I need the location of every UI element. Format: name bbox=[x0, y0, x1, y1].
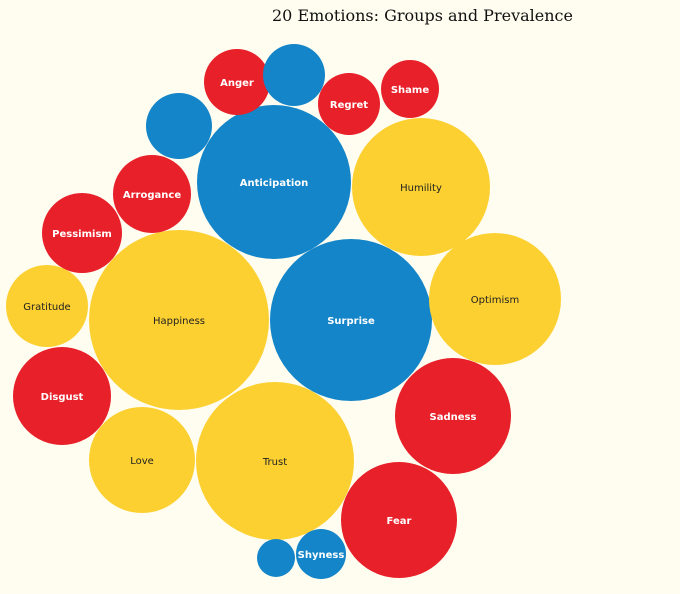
bubble-label-sadness: Sadness bbox=[430, 412, 477, 423]
bubble-label-disgust: Disgust bbox=[41, 392, 84, 403]
bubble-trust[interactable]: Trust bbox=[196, 382, 354, 540]
bubble-circle-unlabeled-16[interactable] bbox=[263, 44, 325, 106]
bubble-unlabeled-20[interactable] bbox=[257, 539, 295, 577]
bubble-label-surprise: Surprise bbox=[327, 316, 375, 327]
bubble-label-happiness: Happiness bbox=[153, 316, 205, 327]
bubble-label-regret: Regret bbox=[330, 100, 368, 111]
bubble-disgust[interactable]: Disgust bbox=[13, 347, 111, 445]
bubble-circle-unlabeled-20[interactable] bbox=[257, 539, 295, 577]
bubble-regret[interactable]: Regret bbox=[318, 73, 380, 135]
bubble-circle-trust[interactable] bbox=[196, 382, 354, 540]
bubble-anticipation[interactable]: Anticipation bbox=[197, 105, 351, 259]
bubble-unlabeled-14[interactable] bbox=[146, 93, 212, 159]
bubble-circle-gratitude[interactable] bbox=[6, 265, 88, 347]
bubble-label-anticipation: Anticipation bbox=[240, 178, 309, 189]
bubble-love[interactable]: Love bbox=[89, 407, 195, 513]
bubble-circle-anticipation[interactable] bbox=[197, 105, 351, 259]
bubble-unlabeled-16[interactable] bbox=[263, 44, 325, 106]
bubble-anger[interactable]: Anger bbox=[204, 49, 270, 115]
bubble-circle-disgust[interactable] bbox=[13, 347, 111, 445]
bubble-circle-humility[interactable] bbox=[352, 118, 490, 256]
bubble-label-shame: Shame bbox=[391, 85, 429, 96]
bubble-surprise[interactable]: Surprise bbox=[270, 239, 432, 401]
bubble-label-optimism: Optimism bbox=[471, 295, 519, 306]
bubble-circle-shame[interactable] bbox=[381, 60, 439, 118]
bubble-circle-arrogance[interactable] bbox=[113, 155, 191, 233]
bubble-gratitude[interactable]: Gratitude bbox=[6, 265, 88, 347]
bubble-label-shyness: Shyness bbox=[298, 550, 345, 561]
bubble-circle-surprise[interactable] bbox=[270, 239, 432, 401]
bubble-label-love: Love bbox=[130, 456, 154, 467]
bubble-circle-regret[interactable] bbox=[318, 73, 380, 135]
bubble-label-anger: Anger bbox=[220, 78, 254, 89]
bubble-label-arrogance: Arrogance bbox=[123, 190, 181, 201]
bubble-circle-unlabeled-14[interactable] bbox=[146, 93, 212, 159]
bubble-arrogance[interactable]: Arrogance bbox=[113, 155, 191, 233]
bubble-sadness[interactable]: Sadness bbox=[395, 358, 511, 474]
bubble-fear[interactable]: Fear bbox=[341, 462, 457, 578]
bubble-humility[interactable]: Humility bbox=[352, 118, 490, 256]
bubble-label-humility: Humility bbox=[400, 183, 442, 194]
bubble-circle-pessimism[interactable] bbox=[42, 193, 122, 273]
bubble-label-pessimism: Pessimism bbox=[52, 229, 112, 240]
bubble-pessimism[interactable]: Pessimism bbox=[42, 193, 122, 273]
bubble-label-trust: Trust bbox=[262, 457, 287, 468]
chart-title: 20 Emotions: Groups and Prevalence bbox=[272, 6, 573, 25]
bubble-happiness[interactable]: Happiness bbox=[89, 230, 269, 410]
bubble-circle-sadness[interactable] bbox=[395, 358, 511, 474]
bubble-circle-anger[interactable] bbox=[204, 49, 270, 115]
bubble-circle-shyness[interactable] bbox=[296, 529, 346, 579]
bubble-circle-love[interactable] bbox=[89, 407, 195, 513]
bubble-label-fear: Fear bbox=[387, 516, 412, 527]
bubble-label-gratitude: Gratitude bbox=[23, 302, 70, 313]
bubble-circle-fear[interactable] bbox=[341, 462, 457, 578]
bubble-circle-optimism[interactable] bbox=[429, 233, 561, 365]
bubble-circle-happiness[interactable] bbox=[89, 230, 269, 410]
bubble-shame[interactable]: Shame bbox=[381, 60, 439, 118]
bubble-optimism[interactable]: Optimism bbox=[429, 233, 561, 365]
bubble-shyness[interactable]: Shyness bbox=[296, 529, 346, 579]
